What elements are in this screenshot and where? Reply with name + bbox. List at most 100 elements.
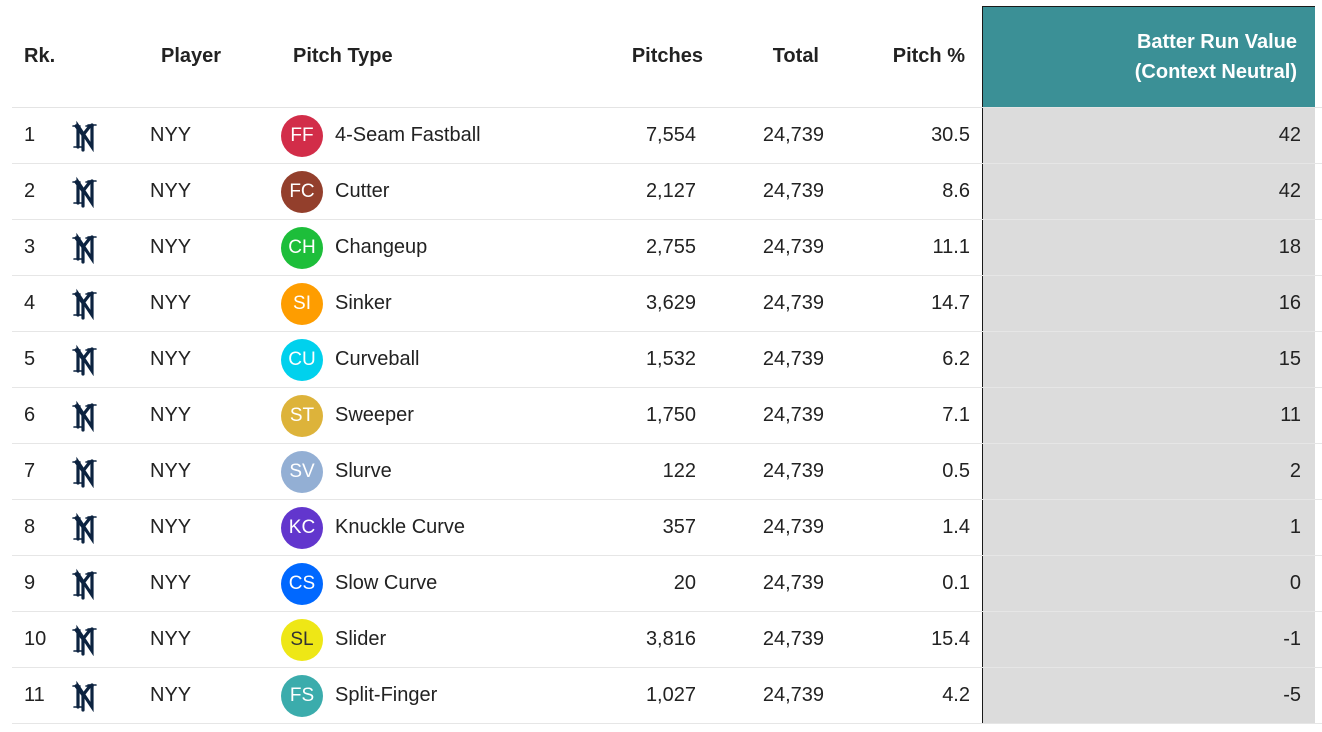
yankees-logo-icon[interactable]	[70, 220, 102, 275]
rank-cell: 9	[24, 572, 36, 594]
player-cell[interactable]: NYY	[150, 348, 192, 370]
yankees-logo-icon[interactable]	[70, 668, 102, 723]
table-row[interactable]: 6 NYY ST Sweeper 1,750 24,739 7.1 11	[12, 388, 1322, 444]
yankees-logo-icon[interactable]	[70, 500, 102, 555]
table-row[interactable]: 2 NYY FC Cutter 2,127 24,739 8.6 42	[12, 164, 1322, 220]
player-cell[interactable]: NYY	[150, 236, 192, 258]
player-cell[interactable]: NYY	[150, 516, 192, 538]
pitches-cell: 1,027	[645, 684, 696, 706]
yankees-logo-icon[interactable]	[70, 276, 102, 331]
total-cell: 24,739	[762, 236, 824, 258]
pitches-cell: 20	[673, 572, 696, 594]
pitch-pct-cell: 8.6	[942, 180, 970, 202]
player-cell[interactable]: NYY	[150, 460, 192, 482]
rank-cell: 11	[24, 684, 45, 706]
pitch-code-badge: CS	[281, 562, 323, 605]
yankees-logo-icon[interactable]	[70, 388, 102, 443]
player-cell[interactable]: NYY	[150, 628, 192, 650]
pitch-code-badge: SL	[281, 618, 323, 661]
pitch-name: Slurve	[335, 460, 392, 482]
table-row[interactable]: 4 NYY SI Sinker 3,629 24,739 14.7 16	[12, 276, 1322, 332]
player-cell[interactable]: NYY	[150, 572, 192, 594]
pitch-code-badge: FF	[281, 114, 323, 157]
header-total[interactable]: Total	[772, 45, 819, 67]
pitches-cell: 7,554	[645, 124, 696, 146]
pitch-name: Sinker	[335, 292, 392, 314]
pitch-code-badge: FS	[281, 674, 323, 717]
pitch-type-cell: CS Slow Curve	[281, 556, 437, 611]
yankees-logo-icon[interactable]	[70, 444, 102, 499]
pitch-name: Curveball	[335, 348, 420, 370]
total-cell: 24,739	[762, 628, 824, 650]
pitch-type-cell: SI Sinker	[281, 276, 392, 331]
batter-run-value-cell: -5	[982, 668, 1315, 723]
pitch-name: Cutter	[335, 180, 390, 202]
pitch-code-badge: CU	[281, 338, 323, 381]
yankees-logo-icon[interactable]	[70, 164, 102, 219]
header-pitch-type[interactable]: Pitch Type	[293, 45, 393, 67]
total-cell: 24,739	[762, 572, 824, 594]
pitches-cell: 2,755	[645, 236, 696, 258]
batter-run-value-cell: 0	[982, 556, 1315, 611]
pitches-cell: 122	[662, 460, 696, 482]
player-cell[interactable]: NYY	[150, 404, 192, 426]
yankees-logo-icon[interactable]	[70, 556, 102, 611]
header-pitch-pct[interactable]: Pitch %	[892, 45, 965, 67]
header-batter-run-value[interactable]: Batter Run Value (Context Neutral)	[982, 6, 1315, 107]
table-row[interactable]: 11 NYY FS Split-Finger 1,027 24,739 4.2 -5	[12, 668, 1322, 724]
player-cell[interactable]: NYY	[150, 124, 192, 146]
batter-run-value-cell: 15	[982, 332, 1315, 387]
total-cell: 24,739	[762, 684, 824, 706]
pitch-code-badge: KC	[281, 506, 323, 549]
table-body: 1 NYY FF 4-Seam Fastball 7,554 24,739 30.5 42 2 N…	[12, 108, 1322, 724]
pitch-type-cell: FS Split-Finger	[281, 668, 437, 723]
table-row[interactable]: 5 NYY CU Curveball 1,532 24,739 6.2 15	[12, 332, 1322, 388]
pitch-pct-cell: 14.7	[931, 292, 970, 314]
pitch-type-cell: FF 4-Seam Fastball	[281, 108, 481, 163]
pitch-arsenal-table: Rk. Player Pitch Type Pitches Total Pitc…	[12, 6, 1322, 724]
header-brv-line1: Batter Run Value	[1136, 31, 1297, 53]
header-rank[interactable]: Rk.	[24, 45, 56, 67]
table-row[interactable]: 9 NYY CS Slow Curve 20 24,739 0.1 0	[12, 556, 1322, 612]
batter-run-value-cell: -1	[982, 612, 1315, 667]
yankees-logo-icon[interactable]	[70, 332, 102, 387]
table-row[interactable]: 3 NYY CH Changeup 2,755 24,739 11.1 18	[12, 220, 1322, 276]
batter-run-value-cell: 16	[982, 276, 1315, 331]
rank-cell: 1	[24, 124, 36, 146]
pitch-name: Split-Finger	[335, 684, 438, 706]
pitches-cell: 357	[662, 516, 696, 538]
pitch-type-cell: CU Curveball	[281, 332, 419, 387]
player-cell[interactable]: NYY	[150, 684, 192, 706]
pitches-cell: 2,127	[645, 180, 696, 202]
yankees-logo-icon[interactable]	[70, 612, 102, 667]
pitch-name: Slider	[335, 628, 387, 650]
pitch-code-badge: SI	[281, 282, 323, 325]
total-cell: 24,739	[762, 460, 824, 482]
batter-run-value-cell: 1	[982, 500, 1315, 555]
pitch-pct-cell: 1.4	[942, 516, 970, 538]
table-row[interactable]: 7 NYY SV Slurve 122 24,739 0.5 2	[12, 444, 1322, 500]
batter-run-value-cell: 42	[982, 108, 1315, 163]
table-row[interactable]: 8 NYY KC Knuckle Curve 357 24,739 1.4 1	[12, 500, 1322, 556]
player-cell[interactable]: NYY	[150, 180, 192, 202]
pitch-type-cell: SL Slider	[281, 612, 386, 667]
pitch-name: Knuckle Curve	[335, 516, 466, 538]
pitch-pct-cell: 0.1	[942, 572, 970, 594]
rank-cell: 4	[24, 292, 36, 314]
rank-cell: 10	[24, 628, 47, 650]
pitch-pct-cell: 7.1	[942, 404, 970, 426]
header-player[interactable]: Player	[161, 45, 222, 67]
pitches-cell: 3,629	[645, 292, 696, 314]
player-cell[interactable]: NYY	[150, 292, 192, 314]
table-row[interactable]: 10 NYY SL Slider 3,816 24,739 15.4 -1	[12, 612, 1322, 668]
pitch-pct-cell: 6.2	[942, 348, 970, 370]
table-row[interactable]: 1 NYY FF 4-Seam Fastball 7,554 24,739 30.5 42	[12, 108, 1322, 164]
pitch-type-cell: FC Cutter	[281, 164, 389, 219]
header-pitches[interactable]: Pitches	[631, 45, 703, 67]
pitch-pct-cell: 0.5	[942, 460, 970, 482]
yankees-logo-icon[interactable]	[70, 108, 102, 163]
rank-cell: 7	[24, 460, 36, 482]
batter-run-value-cell: 18	[982, 220, 1315, 275]
pitches-cell: 1,532	[645, 348, 696, 370]
pitches-cell: 3,816	[645, 628, 696, 650]
